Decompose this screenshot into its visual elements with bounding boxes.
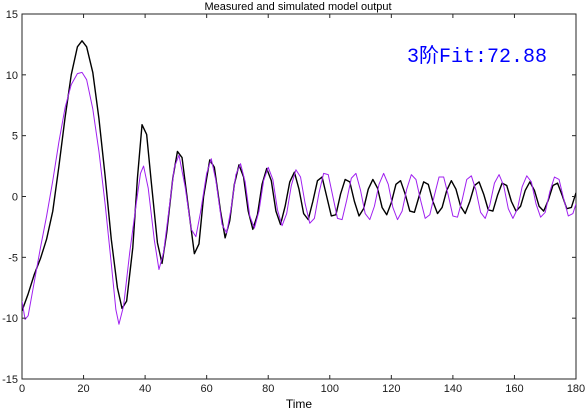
chart-title: Measured and simulated model output	[204, 1, 391, 13]
y-tick-label: 5	[12, 131, 18, 143]
y-tick-label: 10	[6, 70, 18, 82]
series-layer	[22, 40, 576, 325]
x-tick-label: 100	[321, 383, 339, 395]
y-tick-label: 0	[12, 192, 18, 204]
fit-annotation: 3阶Fit:72.88	[407, 44, 547, 69]
x-tick-label: 140	[444, 383, 462, 395]
y-tick-label: -15	[2, 374, 18, 386]
x-tick-label: 80	[262, 383, 274, 395]
x-tick-label: 160	[505, 383, 523, 395]
x-axis-label: Time	[286, 397, 313, 411]
y-tick-label: -5	[8, 252, 18, 264]
y-tick-label: 15	[6, 9, 18, 21]
series-line-2	[22, 71, 576, 325]
x-tick-label: 60	[201, 383, 213, 395]
x-axis: 0 20 40 60 80 100 120 140 160 180	[19, 14, 585, 395]
x-tick-label: 180	[567, 383, 585, 395]
x-tick-label: 120	[382, 383, 400, 395]
x-tick-label: 40	[139, 383, 151, 395]
y-tick-label: -10	[2, 313, 18, 325]
series-line-1	[22, 40, 576, 312]
x-tick-label: 20	[77, 383, 89, 395]
y-axis: -15 -10 -5 0 5 10 15	[2, 9, 576, 386]
x-tick-label: 0	[19, 383, 25, 395]
